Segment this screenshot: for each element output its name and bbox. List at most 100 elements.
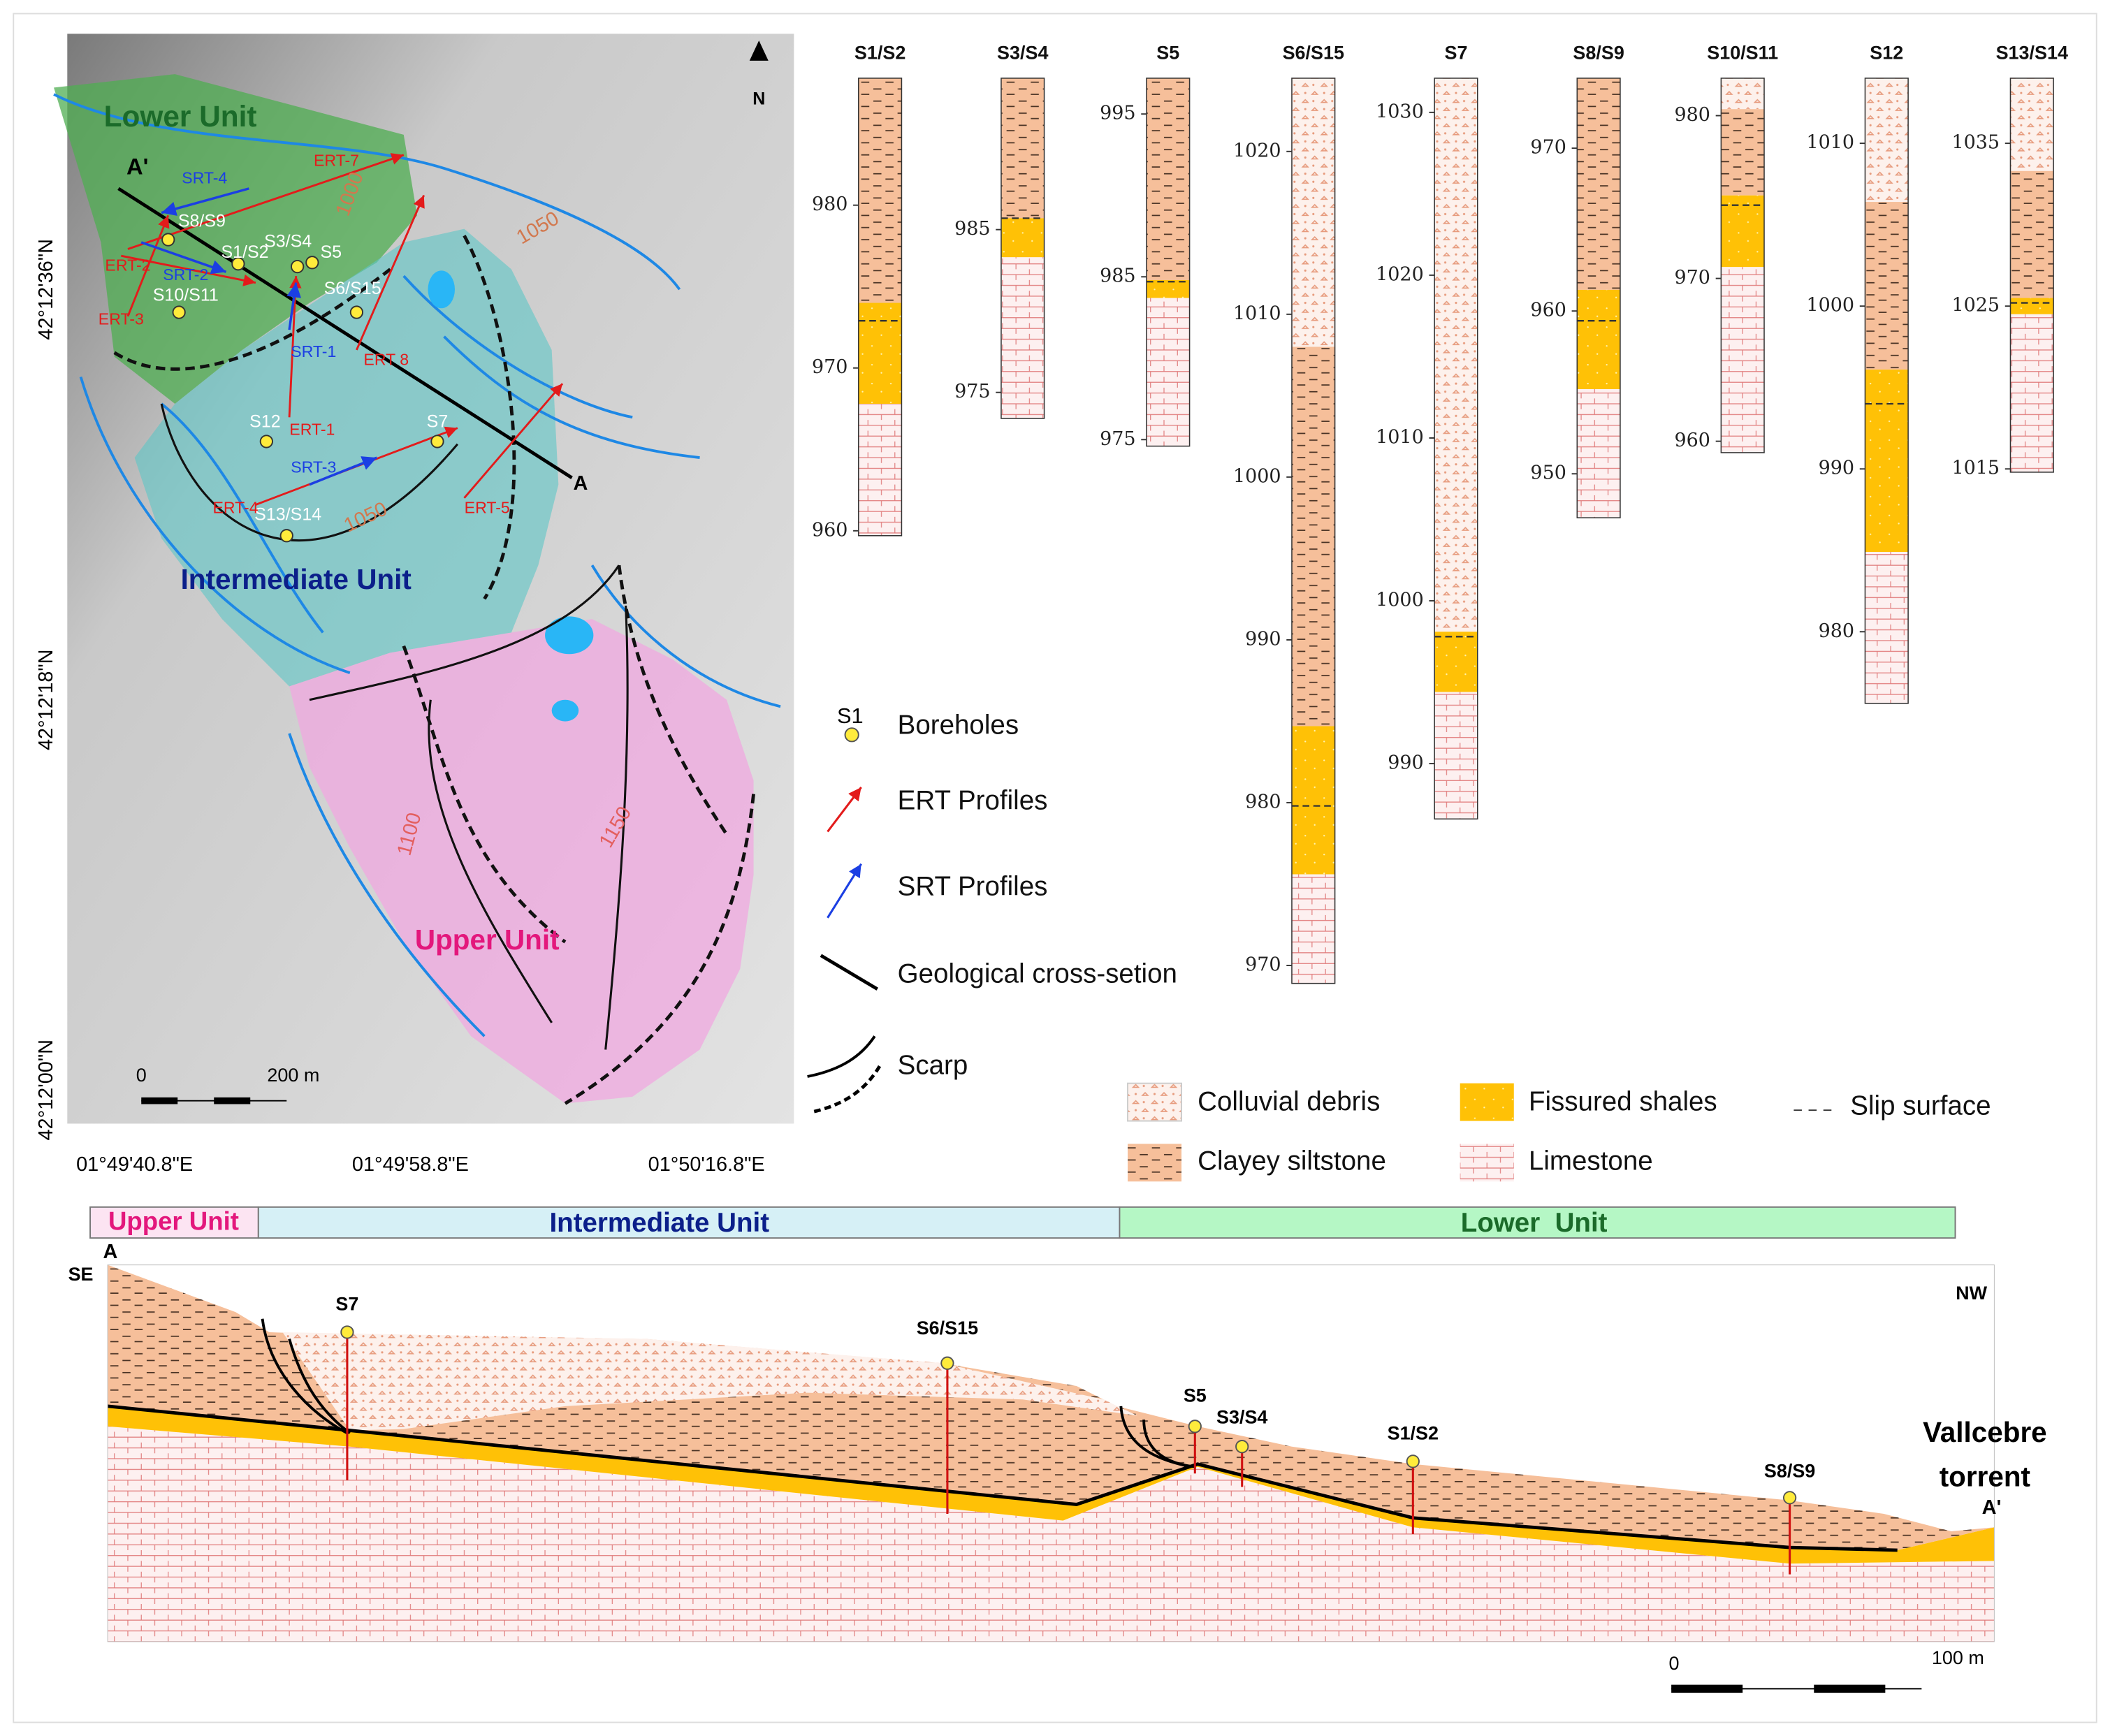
layer: [1721, 78, 1765, 110]
legend-swatch: [1460, 1083, 1514, 1121]
layer: [1001, 257, 1045, 418]
tick-label: 1030: [1376, 101, 1424, 122]
legend-label: Limestone: [1529, 1146, 1653, 1176]
borehole-marker: [231, 257, 245, 271]
borehole-marker: [430, 435, 444, 448]
unit-label: Upper Unit: [415, 924, 560, 956]
borehole-label: S6/S15: [917, 1318, 978, 1339]
cross-section: Upper Unit Intermediate Unit Lower Unit …: [68, 1206, 2047, 1693]
section-frame: [107, 1264, 1995, 1642]
legend-label: Slip surface: [1850, 1091, 1991, 1121]
borehole-label: S5: [1184, 1385, 1207, 1406]
scale-label: 0: [136, 1065, 147, 1086]
unit-boundaries: [160, 403, 629, 1050]
longitude-label: 01°50'16.8"E: [648, 1153, 765, 1176]
legend-label: Scarp: [898, 1051, 968, 1081]
ert-label: ERT-2: [105, 256, 150, 275]
borehole-label: S6/S15: [324, 279, 381, 298]
column-name: S13/S14: [1996, 42, 2068, 63]
section-scarps: [261, 1318, 1195, 1468]
latitude-label: 42°12'00"N: [35, 1040, 57, 1141]
scale-label: 100 m: [1932, 1647, 1984, 1668]
legend-swatch: [1460, 1144, 1514, 1182]
tick-label: 1020: [1376, 263, 1424, 285]
scale-label: 200 m: [267, 1065, 319, 1086]
tick-label: 960: [1530, 300, 1566, 321]
borehole-label: S12: [249, 412, 281, 432]
column-name: S3/S4: [997, 42, 1048, 63]
tick-label: 970: [1675, 267, 1710, 289]
section-end: A': [1982, 1496, 2002, 1519]
column-outline: [1001, 78, 1045, 419]
column-outline: [1720, 78, 1765, 453]
direction-label: SE: [68, 1264, 94, 1285]
layer: [1434, 78, 1478, 632]
pond: [428, 270, 455, 309]
borehole-marker: [340, 1325, 354, 1339]
north-arrow: [749, 40, 769, 61]
ert-label: ERT-1: [289, 421, 335, 439]
legend-label: ERT Profiles: [898, 785, 1048, 815]
tick-label: 980: [1675, 104, 1710, 126]
srt-line: [161, 187, 249, 216]
layer: [1291, 726, 1335, 875]
column-outline: [1576, 78, 1621, 518]
column-outline: [1434, 78, 1478, 820]
column-name: S1/S2: [854, 42, 905, 63]
column-name: S7: [1444, 42, 1467, 63]
streams: [53, 93, 781, 1037]
section-boreholes: S7 S6/S15 S5 S3/S4 S1/S2 S8/S9: [335, 1294, 1815, 1575]
borehole-label: S3/S4: [264, 232, 312, 251]
legend-label: Clayey siltstone: [1198, 1146, 1386, 1176]
tick-label: 970: [812, 356, 847, 378]
unit-band: [1119, 1206, 1956, 1239]
column-name: S8/S9: [1573, 42, 1624, 63]
tick-label: 1010: [1806, 132, 1854, 154]
legend-label: SRT Profiles: [898, 872, 1048, 902]
srt-line: [286, 282, 302, 330]
layer: [2010, 78, 2054, 171]
ert-label: ERT-7: [314, 151, 359, 169]
tick-label: 960: [812, 519, 847, 541]
layer: [1001, 218, 1045, 258]
tick-label: 1015: [1951, 458, 2000, 479]
layer: [1721, 109, 1765, 196]
tick-label: 990: [1819, 458, 1854, 479]
tick-label: 980: [812, 194, 847, 215]
legend-scarp: [807, 1035, 876, 1078]
section-end: A: [103, 1241, 118, 1263]
colluvial-debris: [282, 1332, 1137, 1431]
latitude-label: 42°12'36"N: [35, 239, 57, 340]
tick-label: 990: [1388, 752, 1423, 774]
river-label: Vallcebre: [1923, 1416, 2047, 1448]
tick-label: 1010: [1233, 302, 1281, 324]
unit-label: Lower Unit: [104, 100, 257, 133]
clayey-siltstone: [108, 1264, 1995, 1550]
column-name: S5: [1156, 42, 1179, 63]
tick-label: 950: [1530, 462, 1566, 484]
limestone: [108, 1426, 1995, 1642]
layer: [1865, 370, 1909, 553]
layer: [2010, 170, 2054, 298]
ert-label: ERT-3: [99, 310, 144, 328]
layer: [1291, 78, 1335, 347]
layer: [1146, 78, 1190, 280]
column-outline: [1864, 78, 1909, 704]
borehole-marker: [1188, 1420, 1202, 1434]
borehole-label: S1/S2: [1388, 1422, 1439, 1443]
lower-unit-area: [54, 74, 418, 404]
section-end: A': [126, 154, 148, 180]
layer: [1434, 632, 1478, 692]
borehole-logs: S1/S2 980 970 960 S3/S4 985 975 S5 995 985 975 S6/S…: [812, 42, 2068, 984]
layer: [1001, 78, 1045, 219]
srt-line: [309, 456, 377, 486]
tick-label: 975: [1100, 428, 1135, 450]
tick-label: 995: [1100, 103, 1135, 124]
tick-label: 990: [1245, 628, 1281, 650]
lithology-legend: Colluvial debris Clayey siltstone Fissur…: [1127, 1082, 1991, 1182]
layer: [858, 404, 902, 536]
legend-scarp: [813, 1062, 883, 1114]
ert-label: ERT-5: [465, 498, 510, 516]
srt-line: [140, 241, 227, 275]
